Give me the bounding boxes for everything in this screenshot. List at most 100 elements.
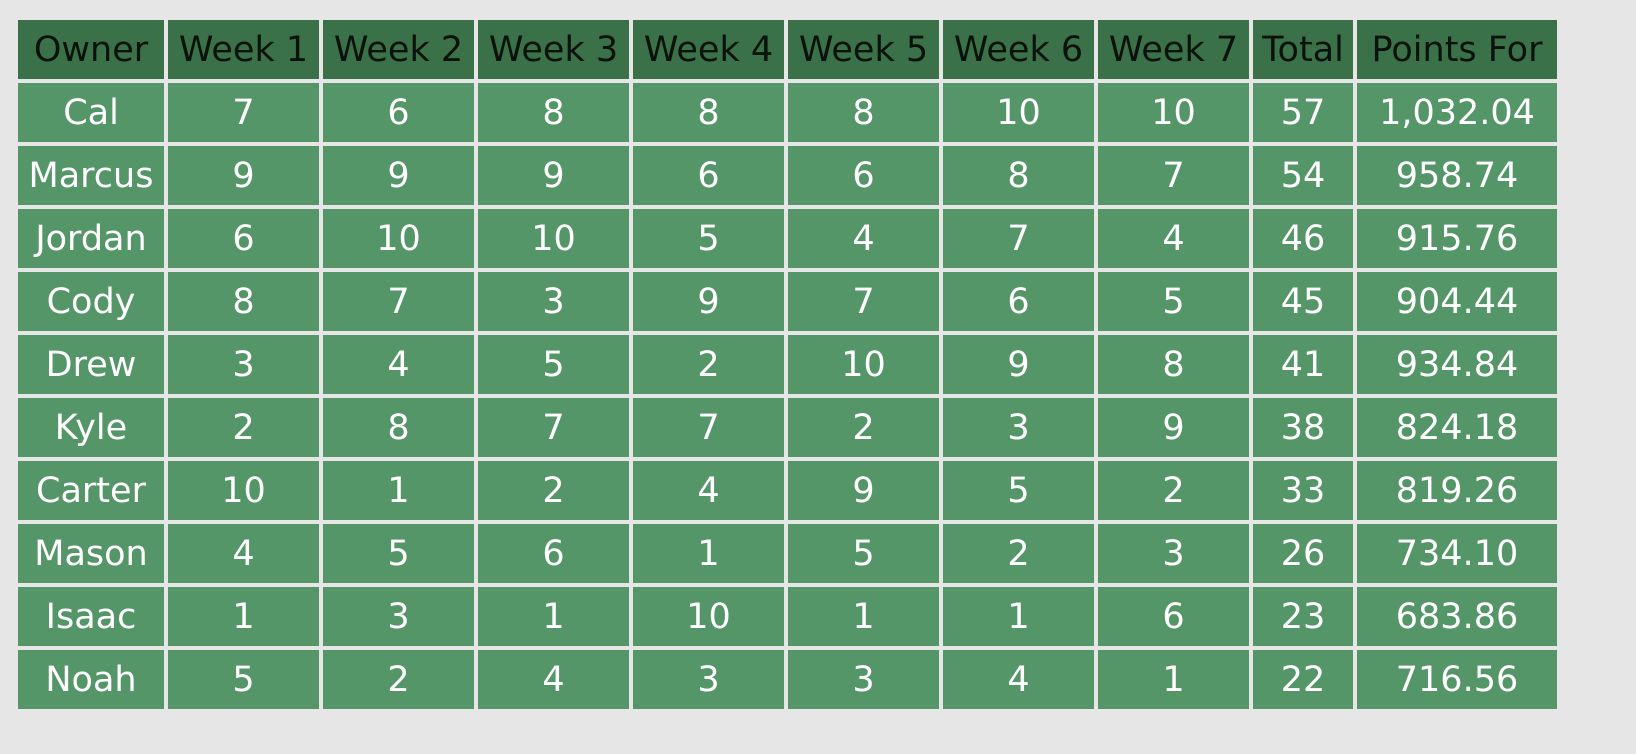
week-1-cell: 7 — [168, 83, 319, 142]
total-cell: 26 — [1253, 524, 1353, 583]
week-7-cell: 1 — [1098, 650, 1249, 709]
week-1-cell: 5 — [168, 650, 319, 709]
week-3-cell: 7 — [478, 398, 629, 457]
week-4-cell: 6 — [633, 146, 784, 205]
total-cell: 54 — [1253, 146, 1353, 205]
week-3-cell: 8 — [478, 83, 629, 142]
week-1-cell: 2 — [168, 398, 319, 457]
table-row: Kyle 2 8 7 7 2 3 9 38 824.18 — [18, 398, 1557, 457]
table-row: Marcus 9 9 9 6 6 8 7 54 958.74 — [18, 146, 1557, 205]
header-week-3: Week 3 — [478, 20, 629, 79]
week-1-cell: 6 — [168, 209, 319, 268]
week-2-cell: 9 — [323, 146, 474, 205]
week-3-cell: 3 — [478, 272, 629, 331]
week-7-cell: 9 — [1098, 398, 1249, 457]
owner-cell: Drew — [18, 335, 164, 394]
total-cell: 23 — [1253, 587, 1353, 646]
week-2-cell: 7 — [323, 272, 474, 331]
week-7-cell: 6 — [1098, 587, 1249, 646]
header-week-7: Week 7 — [1098, 20, 1249, 79]
total-cell: 22 — [1253, 650, 1353, 709]
points-for-cell: 1,032.04 — [1357, 83, 1557, 142]
week-5-cell: 7 — [788, 272, 939, 331]
week-6-cell: 4 — [943, 650, 1094, 709]
week-3-cell: 10 — [478, 209, 629, 268]
week-6-cell: 8 — [943, 146, 1094, 205]
week-7-cell: 7 — [1098, 146, 1249, 205]
owner-cell: Mason — [18, 524, 164, 583]
week-6-cell: 10 — [943, 83, 1094, 142]
week-7-cell: 3 — [1098, 524, 1249, 583]
week-4-cell: 3 — [633, 650, 784, 709]
week-1-cell: 4 — [168, 524, 319, 583]
week-4-cell: 8 — [633, 83, 784, 142]
week-6-cell: 6 — [943, 272, 1094, 331]
table-row: Noah 5 2 4 3 3 4 1 22 716.56 — [18, 650, 1557, 709]
week-2-cell: 4 — [323, 335, 474, 394]
week-1-cell: 9 — [168, 146, 319, 205]
week-2-cell: 10 — [323, 209, 474, 268]
week-4-cell: 7 — [633, 398, 784, 457]
owner-cell: Carter — [18, 461, 164, 520]
week-5-cell: 4 — [788, 209, 939, 268]
header-week-5: Week 5 — [788, 20, 939, 79]
week-2-cell: 1 — [323, 461, 474, 520]
week-5-cell: 6 — [788, 146, 939, 205]
table-header: Owner Week 1 Week 2 Week 3 Week 4 Week 5… — [18, 20, 1557, 79]
week-5-cell: 5 — [788, 524, 939, 583]
week-6-cell: 9 — [943, 335, 1094, 394]
owner-cell: Cal — [18, 83, 164, 142]
header-week-4: Week 4 — [633, 20, 784, 79]
points-for-cell: 734.10 — [1357, 524, 1557, 583]
header-owner: Owner — [18, 20, 164, 79]
table-row: Carter 10 1 2 4 9 5 2 33 819.26 — [18, 461, 1557, 520]
table-row: Drew 3 4 5 2 10 9 8 41 934.84 — [18, 335, 1557, 394]
owner-cell: Jordan — [18, 209, 164, 268]
table-row: Jordan 6 10 10 5 4 7 4 46 915.76 — [18, 209, 1557, 268]
total-cell: 38 — [1253, 398, 1353, 457]
week-7-cell: 2 — [1098, 461, 1249, 520]
header-total: Total — [1253, 20, 1353, 79]
points-for-cell: 716.56 — [1357, 650, 1557, 709]
points-for-cell: 915.76 — [1357, 209, 1557, 268]
week-6-cell: 1 — [943, 587, 1094, 646]
week-6-cell: 3 — [943, 398, 1094, 457]
owner-cell: Cody — [18, 272, 164, 331]
week-5-cell: 3 — [788, 650, 939, 709]
total-cell: 41 — [1253, 335, 1353, 394]
week-2-cell: 2 — [323, 650, 474, 709]
table-body: Cal 7 6 8 8 8 10 10 57 1,032.04 Marcus 9 9 9 6 6 8 7 54 958… — [18, 83, 1557, 709]
week-3-cell: 5 — [478, 335, 629, 394]
week-2-cell: 3 — [323, 587, 474, 646]
table-row: Isaac 1 3 1 10 1 1 6 23 683.86 — [18, 587, 1557, 646]
points-for-cell: 904.44 — [1357, 272, 1557, 331]
points-for-cell: 958.74 — [1357, 146, 1557, 205]
week-2-cell: 6 — [323, 83, 474, 142]
header-points-for: Points For — [1357, 20, 1557, 79]
points-for-cell: 824.18 — [1357, 398, 1557, 457]
header-week-6: Week 6 — [943, 20, 1094, 79]
week-7-cell: 5 — [1098, 272, 1249, 331]
week-4-cell: 10 — [633, 587, 784, 646]
week-6-cell: 2 — [943, 524, 1094, 583]
week-3-cell: 4 — [478, 650, 629, 709]
owner-cell: Kyle — [18, 398, 164, 457]
week-2-cell: 5 — [323, 524, 474, 583]
week-7-cell: 10 — [1098, 83, 1249, 142]
week-7-cell: 8 — [1098, 335, 1249, 394]
points-for-cell: 934.84 — [1357, 335, 1557, 394]
week-3-cell: 6 — [478, 524, 629, 583]
week-3-cell: 9 — [478, 146, 629, 205]
total-cell: 45 — [1253, 272, 1353, 331]
total-cell: 33 — [1253, 461, 1353, 520]
week-3-cell: 1 — [478, 587, 629, 646]
week-6-cell: 7 — [943, 209, 1094, 268]
table-row: Cal 7 6 8 8 8 10 10 57 1,032.04 — [18, 83, 1557, 142]
week-7-cell: 4 — [1098, 209, 1249, 268]
week-5-cell: 2 — [788, 398, 939, 457]
header-week-2: Week 2 — [323, 20, 474, 79]
week-5-cell: 8 — [788, 83, 939, 142]
points-for-cell: 819.26 — [1357, 461, 1557, 520]
week-1-cell: 3 — [168, 335, 319, 394]
week-2-cell: 8 — [323, 398, 474, 457]
